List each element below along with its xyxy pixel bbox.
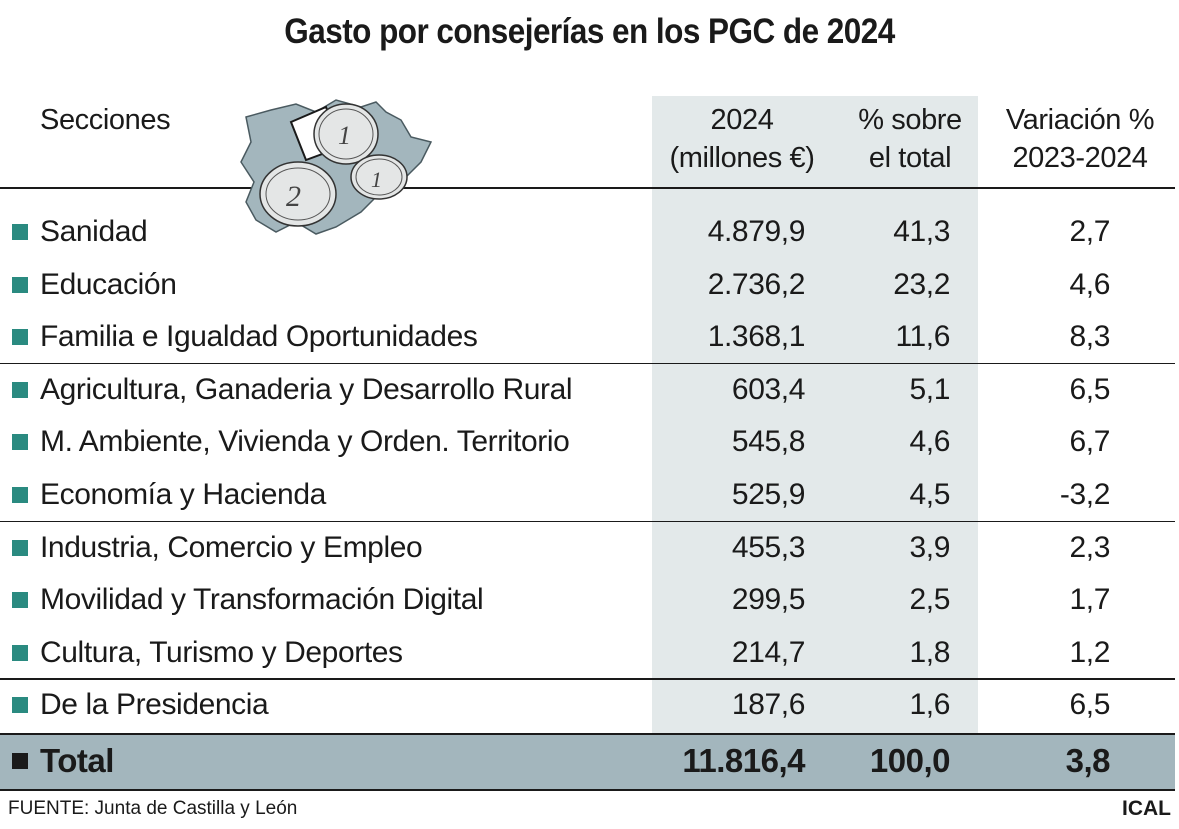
row-label: Industria, Comercio y Empleo <box>40 530 423 564</box>
header-change-line1: Variación % <box>1005 104 1155 136</box>
row-amount: 455,3 <box>731 530 805 564</box>
group-divider <box>0 520 1175 523</box>
row-label: Cultura, Turismo y Deportes <box>40 635 403 669</box>
row-bullet-icon <box>12 539 28 556</box>
row-amount: 603,4 <box>731 372 805 406</box>
row-change: 2,3 <box>1069 530 1110 564</box>
row-amount: 1.368,1 <box>707 320 806 354</box>
row-share: 11,6 <box>895 320 950 354</box>
row-share: 3,9 <box>909 530 950 564</box>
total-row: Total 11.816,4 100,0 3,8 <box>0 733 1175 791</box>
total-bullet-icon <box>12 753 28 769</box>
row-share: 1,6 <box>909 688 950 722</box>
row-share: 5,1 <box>909 372 950 406</box>
map-with-euro-coins-icon: 1 2 1 <box>240 99 433 235</box>
row-share: 4,6 <box>909 425 950 459</box>
total-share: 100,0 <box>869 742 951 779</box>
header-share: % sobre el total <box>840 101 980 177</box>
table-row: Economía y Hacienda 525,9 4,5 -3,2 <box>0 469 1175 521</box>
row-bullet-icon <box>12 329 28 346</box>
table-row: Familia e Igualdad Oportunidades 1.368,1 1… <box>0 311 1175 363</box>
header-change-line2: 2023-2024 <box>1012 142 1148 174</box>
page-title: Gasto por consejerías en los PGC de 2024 <box>284 12 895 51</box>
table-row: Educación 2.736,2 23,2 4,6 <box>0 259 1175 311</box>
row-bullet-icon <box>12 224 28 240</box>
total-amount: 11.816,4 <box>682 742 805 779</box>
row-share: 1,8 <box>909 635 950 669</box>
svg-text:1: 1 <box>338 121 351 150</box>
row-label: Educación <box>40 267 177 301</box>
row-label: De la Presidencia <box>40 688 269 722</box>
row-change: 1,2 <box>1069 635 1110 669</box>
row-change: 6,5 <box>1069 688 1110 722</box>
source-note: FUENTE: Junta de Castilla y León <box>8 798 298 819</box>
row-bullet-icon <box>12 381 28 398</box>
table-row: De la Presidencia 187,6 1,6 6,5 <box>0 679 1175 731</box>
row-change: 8,3 <box>1069 320 1110 354</box>
row-change: 6,7 <box>1069 425 1110 459</box>
header-change: Variación % 2023-2024 <box>985 101 1175 177</box>
row-amount: 525,9 <box>731 478 805 511</box>
row-label: Familia e Igualdad Oportunidades <box>40 320 478 354</box>
group-divider <box>0 678 1175 680</box>
table-row: Industria, Comercio y Empleo 455,3 3,9 2,3 <box>0 522 1175 574</box>
header-2024-line1: 2024 <box>710 104 774 136</box>
group-divider <box>0 362 1175 365</box>
total-change: 3,8 <box>1065 742 1111 779</box>
header-share-line2: el total <box>868 142 952 174</box>
row-share: 41,3 <box>893 215 950 248</box>
header-2024: 2024 (millones €) <box>652 101 832 177</box>
row-change: -3,2 <box>1059 478 1111 511</box>
header-share-line1: % sobre <box>858 104 962 136</box>
row-amount: 2.736,2 <box>707 267 806 301</box>
row-share: 23,2 <box>893 267 950 301</box>
svg-text:2: 2 <box>286 180 301 213</box>
row-bullet-icon <box>12 592 28 609</box>
row-change: 1,7 <box>1069 583 1110 617</box>
table-row: Cultura, Turismo y Deportes 214,7 1,8 1,2 <box>0 627 1175 679</box>
row-change: 6,5 <box>1069 372 1110 406</box>
row-label: M. Ambiente, Vivienda y Orden. Territori… <box>40 425 570 459</box>
row-share: 2,5 <box>909 583 950 617</box>
header-2024-line2: (millones €) <box>669 142 815 174</box>
row-bullet-icon <box>12 434 28 451</box>
row-amount: 4.879,9 <box>707 215 806 248</box>
column-2024-shade <box>652 96 978 733</box>
table-row: Movilidad y Transformación Digital 299,5 2… <box>0 574 1175 626</box>
row-label: Movilidad y Transformación Digital <box>40 583 484 617</box>
header-divider <box>0 187 1175 189</box>
header-sections: Secciones <box>40 104 171 136</box>
total-label: Total <box>40 742 114 779</box>
row-label: Agricultura, Ganaderia y Desarrollo Rura… <box>40 372 573 406</box>
row-label: Economía y Hacienda <box>40 478 326 511</box>
row-bullet-icon <box>12 276 28 293</box>
row-label: Sanidad <box>40 215 148 248</box>
row-change: 2,7 <box>1069 215 1110 248</box>
row-amount: 214,7 <box>731 635 805 669</box>
row-bullet-icon <box>12 644 28 661</box>
row-bullet-icon <box>12 487 28 503</box>
row-bullet-icon <box>12 697 28 714</box>
brand-logo: ICAL <box>1122 797 1171 820</box>
row-change: 4,6 <box>1069 267 1110 301</box>
svg-text:1: 1 <box>371 167 382 192</box>
table-row: Agricultura, Ganaderia y Desarrollo Rura… <box>0 364 1175 416</box>
table-row: Sanidad 4.879,9 41,3 2,7 <box>0 206 1175 258</box>
row-amount: 187,6 <box>731 688 805 722</box>
table-row: M. Ambiente, Vivienda y Orden. Territori… <box>0 416 1175 468</box>
row-amount: 545,8 <box>731 425 805 459</box>
row-amount: 299,5 <box>731 583 805 617</box>
row-share: 4,5 <box>909 478 950 511</box>
